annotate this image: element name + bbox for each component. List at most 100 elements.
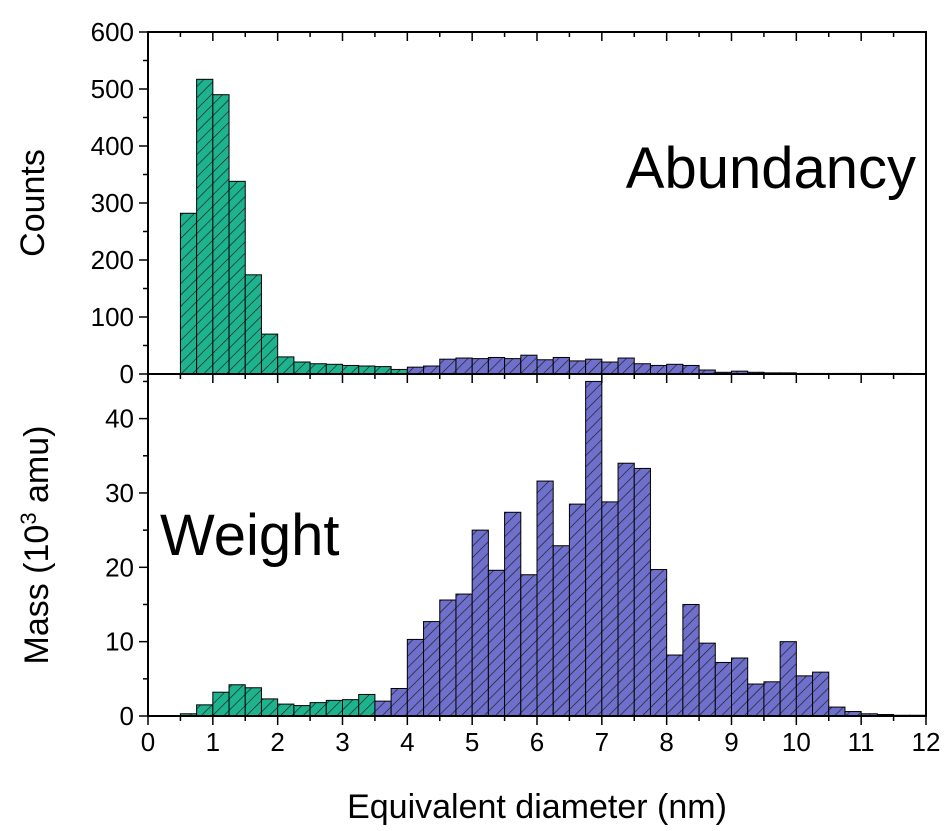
abundancy-bar [682,364,700,375]
x-tick-label: 8 [659,727,673,757]
weight-bar [779,641,797,717]
abundancy-bar [260,333,279,375]
weight-bar [455,593,473,717]
abundancy-bar [520,354,538,375]
abundancy-label: Abundancy [626,136,916,201]
abundancy-bar [212,94,230,375]
x-tick-label: 11 [848,727,875,757]
weight-bar [649,569,668,717]
abundancy-bar [552,356,570,375]
weight-bar [228,684,246,717]
weight-bar [812,671,830,717]
abundancy-x-ticks [147,32,927,41]
x-tick-label: 12 [912,727,941,757]
weight-bar [763,681,781,717]
weight-bar [342,699,360,717]
weight-bar [309,702,327,717]
weight-bar [585,380,603,717]
abundancy-y-tick-label: 200 [91,245,134,275]
abundancy-bar [342,364,360,375]
abundancy-y-tick-label: 100 [91,302,134,332]
weight-bar [277,703,295,717]
weight-y-tick-label: 0 [120,701,134,731]
abundancy-bar [309,363,327,375]
abundancy-bar [244,274,262,375]
abundancy-bar [277,356,295,375]
weight-bar [260,698,279,717]
abundancy-y-tick-label: 0 [120,359,134,389]
abundancy-y-tick-label: 400 [91,131,134,161]
x-tick-label: 3 [335,727,349,757]
weight-bar [374,700,392,717]
weight-bars [179,380,927,717]
abundancy-y-tick-label: 500 [91,74,134,104]
abundancy-bar [487,356,506,375]
weight-bar [666,654,684,717]
abundancy-bar [374,366,392,375]
weight-y-tick-label: 40 [105,404,134,434]
weight-bar [504,511,522,717]
weight-bar [568,503,587,717]
abundancy-bar [601,361,619,375]
x-tick-label: 6 [530,727,544,757]
weight-label: Weight [160,503,339,568]
abundancy-bar [633,363,651,375]
abundancy-bar [325,363,344,375]
weight-bar [471,529,489,717]
x-tick-label: 2 [270,727,284,757]
abundancy-bar [423,365,441,375]
abundancy-frame [147,31,927,375]
weight-y-axis-title: Mass (103 amu) [16,426,56,665]
weight-x-axis: 0 1 2 3 4 5 6 7 8 9 10 11 12 [141,374,941,757]
x-tick-label: 9 [724,727,738,757]
weight-bar [358,693,376,717]
abundancy-bar [649,364,668,375]
x-tick-label: 7 [595,727,609,757]
abundancy-bar [406,366,425,375]
abundancy-bar [439,358,457,375]
abundancy-bar [293,361,311,375]
weight-bar [698,642,716,717]
abundancy-bar [179,212,198,375]
weight-bar [714,661,732,717]
abundancy-bar [455,357,473,375]
weight-bar [633,467,651,717]
weight-bar [423,621,441,717]
weight-bar [731,657,749,717]
abundancy-bar [471,358,489,375]
abundancy-bar [228,180,246,375]
abundancy-bar [358,365,376,375]
x-tick-label: 0 [141,727,155,757]
abundancy-bar [536,359,554,375]
weight-bar [682,603,700,717]
weight-bar [617,462,635,717]
x-axis-title: Equivalent diameter (nm) [347,788,727,826]
weight-bar [293,705,311,717]
abundancy-y-tick-label: 300 [91,188,134,218]
weight-bar [390,687,408,717]
weight-y-tick-label: 20 [105,552,134,582]
weight-y-axis: 0 10 20 30 40 [105,380,148,731]
abundancy-bar [196,78,214,375]
abundancy-bar [585,358,603,375]
abundancy-panel: 0 100 200 300 400 500 600 Counts Abundancy [14,17,927,389]
abundancy-bar [504,358,522,375]
weight-bar [828,706,846,717]
abundancy-y-axis: 0 100 200 300 400 500 600 [91,17,148,389]
weight-bar [325,699,344,717]
weight-bar [196,704,214,717]
x-tick-label: 1 [206,727,220,757]
weight-bar [406,638,425,717]
weight-bar [487,569,506,717]
weight-bar [244,687,262,717]
weight-bar [747,683,765,717]
weight-bar [439,599,457,717]
abundancy-y-tick-label: 600 [91,17,134,47]
weight-bar [601,501,619,717]
abundancy-y-axis-title: Counts [14,149,52,257]
abundancy-bar [666,363,684,375]
weight-bar [552,545,570,717]
abundancy-bars [179,78,911,375]
